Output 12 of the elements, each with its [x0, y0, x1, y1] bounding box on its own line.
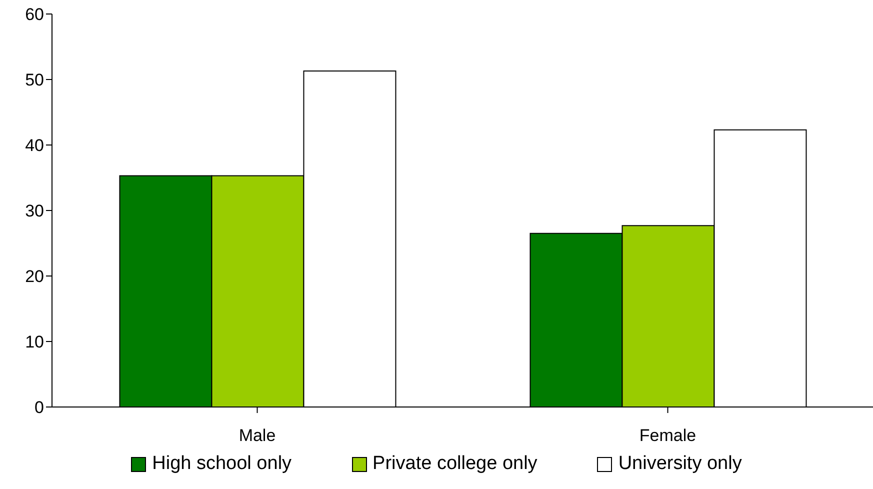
x-tick-label: Female [639, 426, 696, 446]
y-tick-label: 30 [25, 202, 44, 221]
y-tick-label: 0 [34, 398, 44, 418]
legend-label: High school only [152, 453, 292, 475]
y-tick-label: 40 [25, 136, 44, 156]
y-tick-label: 10 [25, 332, 44, 352]
legend-label: University only [618, 453, 742, 475]
y-tick-label: 60 [25, 5, 44, 24]
legend-label: Private college only [372, 453, 538, 475]
x-tick-label: Male [238, 426, 276, 446]
y-tick-label: 50 [25, 70, 44, 90]
y-tick-label: 20 [25, 267, 44, 286]
